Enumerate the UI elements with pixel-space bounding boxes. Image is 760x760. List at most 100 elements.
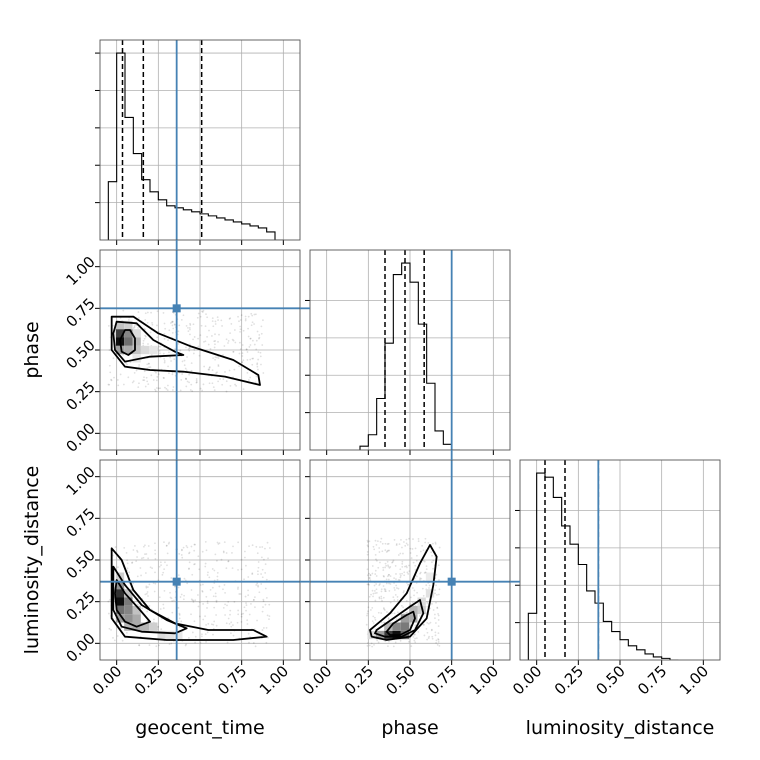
joint-geocent_time-phase-sample [256, 363, 259, 366]
joint-geocent_time-phase-sample [244, 315, 247, 318]
joint-geocent_time-phase-sample [199, 387, 202, 390]
hist-geocent_time-frame [99, 39, 301, 241]
joint-geocent_time-luminosity_distance-sample [198, 615, 201, 618]
joint-geocent_time-phase-sample [260, 332, 263, 335]
joint-geocent_time-luminosity_distance-sample [139, 567, 142, 569]
joint-geocent_time-phase-sample [238, 341, 241, 344]
joint-geocent_time-luminosity_distance-density-cell-4 [124, 605, 133, 615]
joint-geocent_time-luminosity_distance-sample [110, 629, 112, 631]
joint-geocent_time-phase-sample [233, 368, 236, 371]
joint-geocent_time-luminosity_distance-sample [253, 596, 256, 599]
joint-geocent_time-luminosity_distance-sample [166, 564, 168, 567]
joint-phase-luminosity_distance-sample [368, 644, 371, 647]
joint-phase-luminosity_distance-sample [434, 589, 437, 592]
joint-geocent_time-luminosity_distance-sample [204, 562, 207, 565]
joint-phase-luminosity_distance-sample [405, 612, 408, 614]
joint-phase-luminosity_distance-xtick-label-1: 0.25 [341, 662, 377, 698]
joint-geocent_time-phase-sample [144, 328, 147, 331]
joint-geocent_time-phase-density-cell-5 [124, 345, 133, 355]
joint-geocent_time-phase-sample [146, 311, 149, 314]
joint-geocent_time-phase-sample [150, 354, 153, 356]
joint-geocent_time-luminosity_distance-sample [178, 552, 181, 555]
joint-geocent_time-luminosity_distance-sample [264, 547, 266, 550]
joint-geocent_time-phase-sample [212, 386, 215, 389]
joint-geocent_time-phase-sample [257, 351, 260, 354]
joint-geocent_time-luminosity_distance-sample [186, 546, 189, 549]
joint-phase-luminosity_distance-sample [434, 541, 437, 544]
joint-phase-luminosity_distance-sample [379, 540, 382, 543]
joint-geocent_time-luminosity_distance-sample [247, 594, 250, 597]
joint-geocent_time-luminosity_distance-sample [112, 636, 114, 639]
joint-geocent_time-luminosity_distance-sample [218, 542, 221, 545]
joint-phase-luminosity_distance-sample [405, 538, 408, 541]
joint-phase-luminosity_distance-sample [413, 639, 416, 642]
joint-geocent_time-luminosity_distance-sample [265, 641, 268, 644]
joint-geocent_time-luminosity_distance-sample [144, 593, 147, 596]
joint-phase-luminosity_distance-sample [418, 614, 421, 617]
joint-geocent_time-phase-sample [242, 359, 245, 362]
joint-geocent_time-phase-sample [158, 345, 160, 348]
joint-geocent_time-luminosity_distance-sample [113, 639, 116, 642]
joint-phase-luminosity_distance-sample [419, 577, 421, 580]
joint-geocent_time-phase-sample [237, 315, 239, 318]
joint-geocent_time-luminosity_distance-sample [223, 584, 226, 586]
joint-geocent_time-phase-sample [155, 371, 157, 374]
joint-geocent_time-phase-sample [185, 369, 188, 372]
joint-geocent_time-phase-sample [144, 312, 147, 315]
joint-phase-luminosity_distance-sample [403, 571, 406, 574]
joint-geocent_time-phase-sample [188, 327, 191, 329]
joint-geocent_time-luminosity_distance-sample [153, 590, 156, 593]
joint-geocent_time-luminosity_distance-sample [188, 552, 190, 555]
joint-geocent_time-luminosity_distance-sample [193, 563, 196, 565]
joint-geocent_time-luminosity_distance-sample [257, 573, 259, 576]
joint-geocent_time-luminosity_distance-sample [162, 603, 165, 606]
joint-geocent_time-phase-sample [240, 314, 243, 317]
joint-geocent_time-luminosity_distance-sample [191, 631, 194, 634]
joint-geocent_time-luminosity_distance-sample [229, 613, 231, 616]
joint-phase-luminosity_distance-sample [413, 594, 415, 597]
joint-phase-luminosity_distance-sample [399, 568, 402, 571]
joint-geocent_time-luminosity_distance-sample [159, 608, 162, 610]
joint-geocent_time-luminosity_distance-sample [194, 641, 197, 644]
joint-geocent_time-phase-sample [193, 348, 196, 351]
joint-phase-luminosity_distance-frame [309, 459, 511, 661]
joint-geocent_time-phase-sample [156, 336, 159, 339]
joint-geocent_time-phase-sample [192, 323, 195, 326]
joint-geocent_time-luminosity_distance-group [100, 460, 300, 660]
joint-phase-luminosity_distance-sample [432, 567, 434, 570]
joint-geocent_time-phase-sample [171, 331, 174, 334]
joint-phase-luminosity_distance-sample [395, 618, 398, 621]
joint-geocent_time-luminosity_distance-sample [240, 621, 243, 623]
joint-phase-luminosity_distance-sample [420, 577, 423, 580]
joint-phase-luminosity_distance-sample [437, 614, 440, 617]
joint-geocent_time-luminosity_distance-sample [180, 620, 183, 623]
joint-geocent_time-luminosity_distance-sample [149, 566, 152, 569]
joint-geocent_time-phase-sample [125, 362, 127, 365]
joint-geocent_time-luminosity_distance-sample [215, 624, 218, 627]
joint-phase-luminosity_distance-sample [375, 558, 377, 561]
joint-phase-luminosity_distance-contour-2 [369, 544, 438, 641]
joint-geocent_time-luminosity_distance-sample [186, 582, 189, 585]
joint-geocent_time-phase-sample [216, 371, 218, 374]
joint-geocent_time-phase-sample [187, 326, 189, 329]
joint-geocent_time-luminosity_distance-sample [190, 598, 193, 601]
joint-phase-luminosity_distance-sample [393, 589, 396, 591]
joint-geocent_time-luminosity_distance-sample [255, 545, 258, 548]
joint-phase-luminosity_distance-sample [373, 548, 376, 551]
joint-phase-luminosity_distance-sample [368, 576, 371, 579]
joint-geocent_time-luminosity_distance-sample [262, 627, 265, 629]
joint-phase-luminosity_distance-sample [395, 544, 398, 547]
joint-phase-luminosity_distance-sample [411, 548, 414, 550]
hist-phase-steps [359, 262, 460, 450]
joint-geocent_time-luminosity_distance-sample [216, 575, 219, 578]
joint-phase-luminosity_distance-sample [398, 543, 401, 546]
joint-phase-luminosity_distance-sample [393, 599, 396, 601]
joint-geocent_time-luminosity_distance-sample [262, 600, 265, 603]
joint-geocent_time-phase-sample [211, 335, 213, 337]
joint-geocent_time-luminosity_distance-sample [227, 617, 230, 620]
joint-geocent_time-phase-sample [249, 337, 252, 340]
joint-geocent_time-luminosity_distance-sample [107, 600, 110, 603]
joint-geocent_time-luminosity_distance-sample [125, 631, 128, 634]
joint-geocent_time-phase-sample [225, 380, 228, 383]
joint-geocent_time-phase-sample [110, 379, 113, 382]
